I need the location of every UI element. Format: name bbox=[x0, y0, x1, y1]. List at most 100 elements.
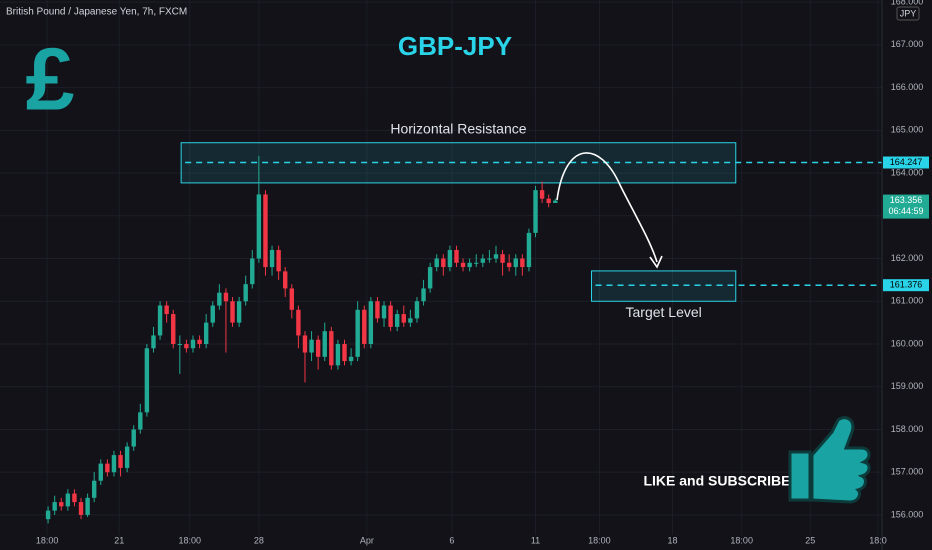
y-tick-label: 161.000 bbox=[891, 296, 924, 306]
last-price-tag bbox=[883, 194, 929, 219]
candle-body bbox=[302, 335, 308, 353]
zone-label: Horizontal Resistance bbox=[390, 120, 526, 136]
candle-body bbox=[368, 301, 374, 344]
currency-box bbox=[896, 6, 920, 21]
candle-body bbox=[493, 254, 499, 259]
x-tick-label: 18:00 bbox=[730, 535, 753, 545]
countdown-label: 06:44:59 bbox=[888, 206, 923, 216]
candle-body bbox=[59, 502, 64, 507]
candle-body bbox=[85, 497, 90, 515]
x-tick-label: 25 bbox=[805, 535, 815, 545]
candle-body bbox=[506, 262, 512, 268]
y-tick-label: 165.000 bbox=[891, 125, 924, 135]
candle-body bbox=[296, 309, 301, 336]
candle-body bbox=[164, 305, 169, 315]
candle-body bbox=[177, 343, 183, 345]
candle-body bbox=[408, 318, 413, 323]
candle-body bbox=[197, 339, 202, 344]
candle-body bbox=[520, 258, 525, 268]
cta: LIKE and SUBSCRIBE bbox=[643, 473, 790, 489]
candle-body bbox=[289, 288, 295, 310]
grid bbox=[0, 0, 882, 535]
candle-body bbox=[144, 348, 150, 413]
x-tick-label: 18:0 bbox=[869, 535, 887, 545]
x-tick-label: 11 bbox=[531, 535, 540, 545]
candle-body bbox=[454, 249, 459, 263]
candle-body bbox=[467, 262, 472, 268]
y-tick-label: 158.000 bbox=[891, 424, 924, 434]
candle-body bbox=[184, 343, 189, 349]
x-tick-label: 18:00 bbox=[588, 535, 611, 545]
candle-body bbox=[329, 331, 334, 366]
candle-body bbox=[210, 305, 215, 323]
axes: 156.000 157.000 158.000 159.000 160.000 161.0… bbox=[36, 0, 929, 550]
candle-body bbox=[111, 455, 117, 473]
candle-body bbox=[500, 254, 505, 263]
y-tick-label: 167.000 bbox=[891, 39, 924, 49]
y-tick-label: 162.000 bbox=[891, 253, 924, 263]
candle-body bbox=[236, 301, 242, 323]
zone-label: Target Level bbox=[626, 304, 702, 320]
candle-body bbox=[388, 305, 393, 327]
y-tick-label: 166.000 bbox=[891, 82, 924, 92]
x-tick-label: 6 bbox=[449, 535, 454, 545]
y-tick-label: 156.000 bbox=[891, 509, 924, 519]
candle-body bbox=[335, 343, 341, 366]
arrow-head bbox=[649, 255, 663, 269]
candle-body bbox=[151, 335, 156, 349]
candle-body bbox=[118, 455, 123, 468]
candle-body bbox=[533, 190, 538, 233]
candle-body bbox=[513, 258, 518, 268]
x-tick-label: 18:00 bbox=[36, 535, 59, 545]
candle-body bbox=[342, 343, 347, 362]
candle-body bbox=[401, 314, 406, 323]
logo: £ bbox=[26, 29, 75, 128]
candle-body bbox=[98, 463, 103, 481]
candle-body bbox=[157, 305, 163, 336]
level-tag bbox=[883, 279, 929, 292]
candle-body bbox=[78, 502, 84, 515]
level-tag bbox=[883, 156, 929, 169]
y-tick-label: 159.000 bbox=[891, 381, 924, 391]
candle-body bbox=[171, 314, 176, 344]
thumbs-up-icon bbox=[788, 416, 871, 504]
candle-body bbox=[263, 194, 268, 268]
header: British Pound / Japanese Yen, 7h, FXCM bbox=[6, 7, 187, 18]
x-tick-label: Apr bbox=[360, 535, 374, 545]
candle-body bbox=[250, 258, 255, 285]
last-price-label: 163.356 bbox=[890, 195, 923, 205]
candle-body bbox=[546, 198, 551, 203]
candle-body bbox=[230, 301, 235, 323]
level-label: 161.376 bbox=[890, 280, 923, 290]
candle-body bbox=[124, 446, 130, 468]
candle-body bbox=[348, 356, 354, 362]
candle-body bbox=[91, 480, 97, 498]
y-tick-label: 168.000 bbox=[891, 0, 924, 7]
candle-body bbox=[414, 301, 420, 319]
y-tick-label: 160.000 bbox=[891, 338, 924, 348]
candle-body bbox=[375, 301, 380, 319]
candle-body bbox=[447, 249, 453, 268]
x-tick-label: 21 bbox=[114, 535, 124, 545]
candle-body bbox=[394, 314, 400, 327]
candle-body bbox=[203, 322, 209, 344]
candle-body bbox=[480, 258, 486, 263]
candle-body bbox=[52, 502, 57, 511]
y-tick-label: 157.000 bbox=[891, 467, 924, 477]
candle-body bbox=[131, 429, 136, 447]
candle-body bbox=[322, 331, 327, 357]
candle-body bbox=[309, 339, 314, 353]
candle-body bbox=[283, 271, 288, 289]
candle-body bbox=[460, 262, 466, 268]
candle-body bbox=[256, 194, 262, 259]
candle-body bbox=[362, 309, 367, 344]
candles bbox=[45, 155, 558, 524]
candle-body bbox=[421, 288, 426, 302]
candle-body bbox=[441, 258, 446, 268]
candle-body bbox=[45, 510, 51, 520]
candle-body bbox=[539, 190, 545, 199]
candle-body bbox=[315, 339, 321, 357]
level-label: 164.247 bbox=[890, 157, 923, 167]
